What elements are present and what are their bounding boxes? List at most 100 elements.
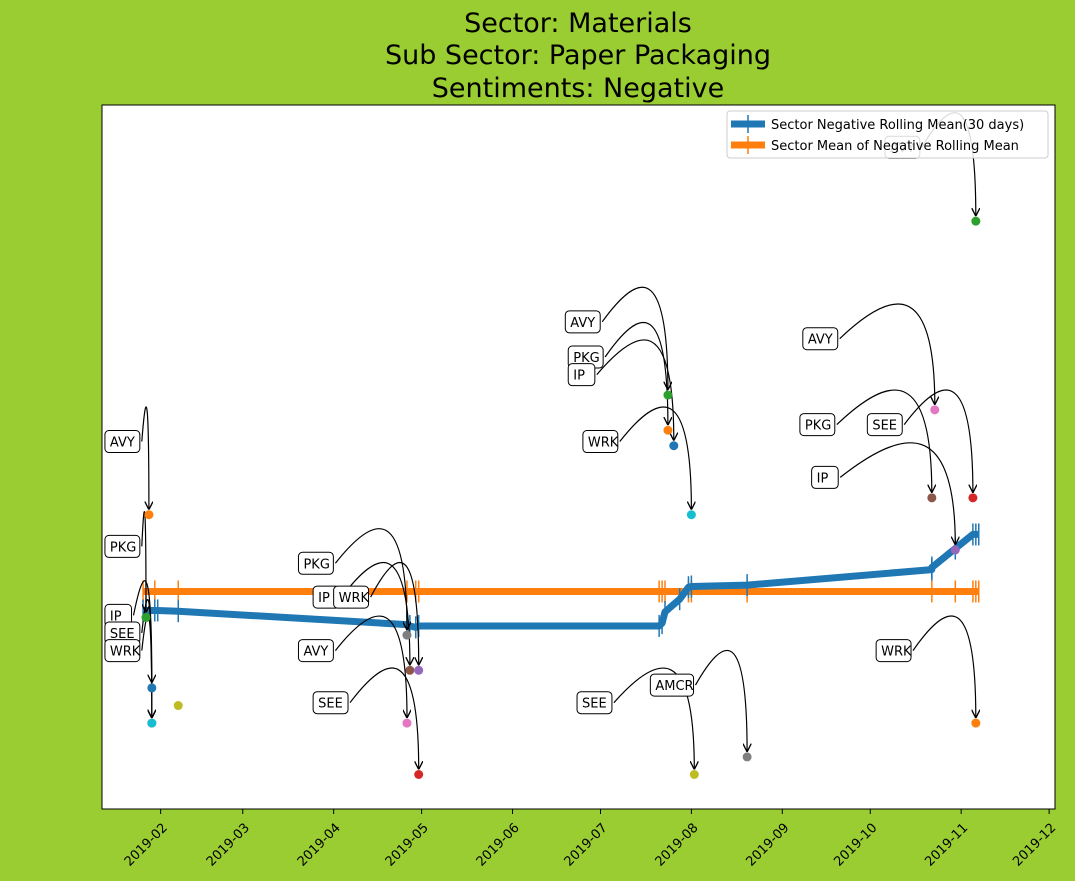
annotation-arrow-20 — [903, 389, 973, 493]
annotation-label-12: PKG — [573, 351, 599, 366]
annotation-label-20: SEE — [872, 419, 897, 434]
data-point-1 — [141, 613, 151, 623]
data-point-8 — [414, 665, 424, 675]
data-point-9 — [402, 718, 412, 728]
annotation-arrow-14 — [619, 406, 692, 510]
annotation-arrow-22 — [912, 615, 976, 718]
data-point-22 — [971, 718, 981, 728]
x-tick-label-1: 2019-03 — [204, 821, 253, 870]
annotation-box-9 — [297, 639, 334, 663]
data-point-5 — [173, 701, 183, 711]
annotation-box-13 — [567, 363, 596, 387]
annotation-arrow-6 — [334, 528, 407, 630]
annotation-label-6: PKG — [303, 557, 329, 572]
annotation-label-9: AVY — [303, 645, 328, 660]
data-point-10 — [414, 770, 424, 780]
x-tick-label-3: 2019-05 — [383, 821, 432, 870]
annotation-arrow-16 — [694, 649, 748, 751]
x-tick-label-0: 2019-02 — [122, 821, 171, 870]
x-tick-label-2: 2019-04 — [295, 821, 344, 870]
x-tick-label-6: 2019-08 — [653, 821, 702, 870]
annotation-label-13: IP — [573, 369, 585, 384]
annotation-box-1 — [104, 534, 141, 558]
annotation-label-3: SEE — [110, 627, 135, 642]
legend-label-1: Sector Mean of Negative Rolling Mean — [771, 139, 1019, 154]
annotation-box-20 — [866, 413, 903, 437]
annotation-label-19: PKG — [805, 419, 831, 434]
legend: Sector Negative Rolling Mean(30 days) Sec… — [726, 110, 1049, 159]
chart-title-line-3: Sentiments: Negative — [432, 73, 724, 104]
data-point-11 — [663, 390, 673, 400]
points-layer — [141, 216, 981, 780]
annotation-label-2: IP — [110, 609, 122, 624]
legend-box — [726, 110, 1049, 159]
annotation-arrow-12 — [604, 321, 668, 425]
annotation-arrow-19 — [836, 389, 932, 493]
x-tick-label-8: 2019-10 — [831, 821, 880, 870]
annotation-box-14 — [582, 430, 619, 454]
annotation-arrow-11 — [601, 286, 668, 390]
data-point-7 — [405, 665, 415, 675]
annotation-label-4: WRK — [110, 645, 141, 660]
annotation-arrow-13 — [596, 339, 674, 441]
annotation-box-19 — [799, 413, 836, 437]
annotation-box-10 — [312, 691, 349, 715]
x-tick-label-10: 2019-12 — [1010, 821, 1059, 870]
annotation-label-10: SEE — [318, 697, 343, 712]
data-point-19 — [927, 493, 937, 503]
annotation-label-16: AMCR — [655, 679, 693, 694]
annotation-box-4 — [104, 639, 141, 663]
annotation-label-8: WRK — [339, 591, 370, 606]
data-point-0 — [144, 510, 154, 520]
data-point-17 — [971, 216, 981, 226]
data-point-21 — [950, 545, 960, 555]
x-axis: 2019-02 2019-03 2019-04 2019-05 2019-06 2019-… — [122, 809, 1059, 870]
annotation-box-21 — [811, 465, 839, 489]
annotation-box-18 — [802, 327, 839, 351]
annotation-arrow-10 — [349, 667, 419, 769]
annotation-box-0 — [104, 430, 141, 454]
annotation-label-14: WRK — [588, 436, 619, 451]
annotation-box-22 — [875, 639, 912, 663]
plot-area — [101, 104, 1056, 810]
annotation-label-1: PKG — [110, 540, 136, 555]
data-point-12 — [663, 425, 673, 435]
annotation-box-15 — [576, 691, 613, 715]
data-point-16 — [742, 752, 752, 762]
x-tick-label-4: 2019-06 — [474, 821, 523, 870]
chart-title-line-1: Sector: Materials — [464, 8, 692, 39]
data-point-14 — [686, 510, 696, 520]
annotation-label-11: AVY — [570, 316, 595, 331]
annotation-box-11 — [564, 310, 601, 334]
annotation-arrow-8 — [370, 561, 419, 666]
series-line-0 — [142, 530, 980, 631]
annotation-box-16 — [649, 673, 695, 697]
data-point-6 — [402, 630, 412, 640]
data-point-15 — [689, 770, 699, 780]
legend-label-0: Sector Negative Rolling Mean(30 days) — [771, 118, 1024, 133]
chart-title-line-2: Sub Sector: Paper Packaging — [385, 40, 771, 71]
x-tick-label-7: 2019-09 — [743, 821, 792, 870]
annotation-label-21: IP — [817, 471, 829, 486]
annotation-label-18: AVY — [808, 333, 833, 348]
data-point-4 — [147, 718, 157, 728]
series-layer — [142, 523, 980, 639]
annotation-label-0: AVY — [110, 436, 135, 451]
annotation-box-6 — [297, 551, 334, 575]
annotation-arrow-21 — [839, 442, 955, 545]
annotation-arrow-18 — [839, 303, 935, 405]
data-point-2 — [147, 683, 157, 693]
data-point-13 — [669, 441, 679, 451]
annotation-label-22: WRK — [881, 645, 912, 660]
annotation-label-7: IP — [318, 591, 330, 606]
x-tick-label-5: 2019-07 — [562, 821, 611, 870]
annotation-arrow-7 — [341, 561, 410, 666]
annotation-arrow-15 — [613, 667, 694, 769]
data-point-18 — [930, 405, 940, 415]
annotation-label-15: SEE — [582, 697, 607, 712]
annotation-box-8 — [333, 585, 370, 609]
x-tick-label-9: 2019-11 — [922, 821, 971, 870]
annotation-arrow-0 — [141, 406, 149, 510]
data-point-20 — [968, 493, 978, 503]
